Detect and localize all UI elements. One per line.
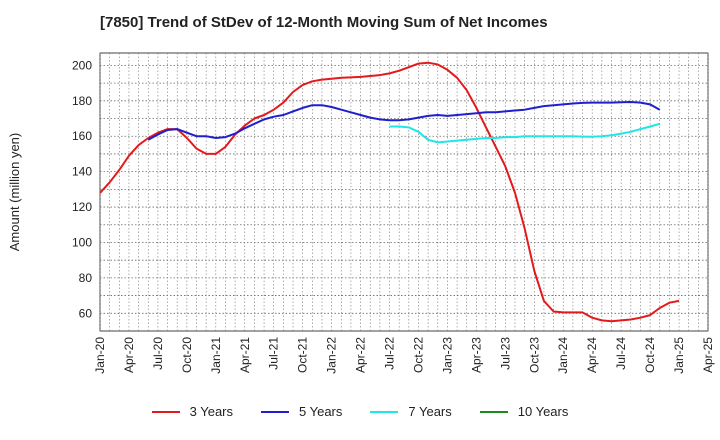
legend-item: 3 Years <box>151 404 233 419</box>
y-tick-label: 60 <box>79 306 93 320</box>
x-tick-label: Jan-21 <box>209 337 223 374</box>
y-tick-label: 100 <box>72 235 92 249</box>
series-line-3-years <box>99 61 680 323</box>
x-tick-label: Jul-21 <box>267 337 281 370</box>
y-tick-label: 80 <box>79 271 93 285</box>
legend: 3 Years 5 Years 7 Years 10 Years <box>0 404 720 419</box>
y-tick-label: 160 <box>72 129 92 143</box>
x-tick-label: Jan-24 <box>556 337 570 374</box>
chart-title: [7850] Trend of StDev of 12-Month Moving… <box>100 14 548 31</box>
legend-item: 10 Years <box>479 404 569 419</box>
series-line-5-years <box>147 101 661 141</box>
x-tick-label: Oct-24 <box>643 337 657 373</box>
x-tick-label: Oct-23 <box>527 337 541 373</box>
x-tick-label: Jul-22 <box>383 337 397 370</box>
x-tick-label: Apr-23 <box>469 337 483 373</box>
x-tick-label: Apr-22 <box>354 337 368 373</box>
x-tick-label: Apr-20 <box>122 337 136 373</box>
legend-swatch <box>151 410 180 413</box>
legend-label: 5 Years <box>299 404 343 419</box>
legend-swatch <box>370 410 399 413</box>
x-tick-label: Oct-22 <box>411 337 425 373</box>
x-tick-label: Jul-23 <box>498 337 512 370</box>
y-axis-label: Amount (million yen) <box>7 133 22 252</box>
legend-item: 5 Years <box>261 404 342 419</box>
y-tick-label: 140 <box>72 165 92 179</box>
x-tick-label: Apr-21 <box>238 337 252 373</box>
legend-label: 10 Years <box>517 404 569 419</box>
x-tick-label: Jan-23 <box>440 337 454 374</box>
legend-swatch <box>479 410 508 413</box>
legend-label: 7 Years <box>408 404 452 419</box>
legend-label: 3 Years <box>189 404 233 419</box>
x-tick-label: Jan-20 <box>93 337 107 374</box>
x-tick-label: Apr-25 <box>701 337 715 373</box>
x-tick-label: Oct-21 <box>296 337 310 373</box>
y-tick-label: 180 <box>72 94 92 108</box>
legend-swatch <box>261 410 289 413</box>
x-tick-label: Jul-20 <box>151 337 165 370</box>
x-tick-label: Oct-20 <box>180 337 194 373</box>
x-tick-label: Jul-24 <box>614 337 628 370</box>
legend-item: 7 Years <box>370 404 452 419</box>
y-tick-label: 120 <box>72 200 92 214</box>
x-tick-label: Apr-24 <box>585 337 599 373</box>
y-tick-label: 200 <box>72 58 92 72</box>
x-tick-label: Jan-25 <box>672 337 686 374</box>
x-tick-label: Jan-22 <box>325 337 339 374</box>
series-line-7-years <box>389 122 660 144</box>
plot-area <box>99 52 709 332</box>
